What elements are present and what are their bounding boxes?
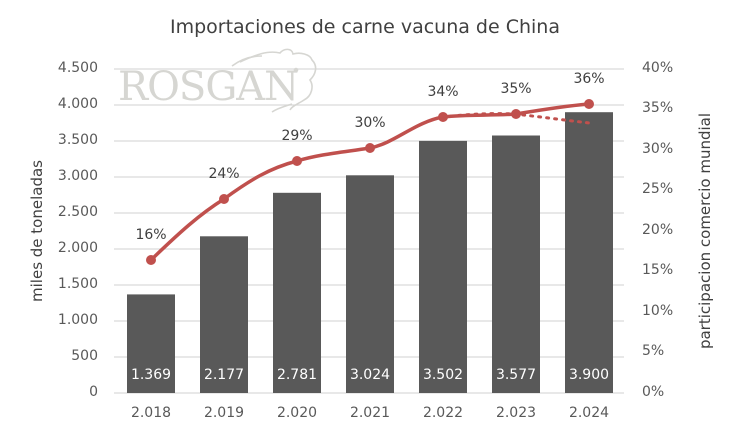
y-tick-left: 1.000 bbox=[57, 312, 98, 328]
cow-head-icon bbox=[231, 48, 317, 113]
bar-2020 bbox=[273, 192, 321, 393]
bar-2022 bbox=[419, 140, 467, 393]
y-tick-left: 3.000 bbox=[57, 168, 98, 184]
y-tick-right: 30% bbox=[642, 141, 674, 157]
bar-value-label: 3.024 bbox=[349, 367, 391, 383]
y-tick-right: 10% bbox=[642, 303, 674, 319]
y-tick-left: 3.500 bbox=[57, 132, 98, 148]
y-tick-left: 4.000 bbox=[57, 96, 98, 112]
y-axis-left-title: miles de toneladas bbox=[28, 160, 46, 302]
share-value-label: 30% bbox=[354, 115, 386, 131]
bar-series bbox=[127, 112, 613, 393]
y-tick-left: 2.000 bbox=[57, 240, 98, 256]
share-line-markers bbox=[146, 99, 594, 265]
x-tick: 2.019 bbox=[203, 405, 245, 421]
x-tick: 2.023 bbox=[495, 405, 537, 421]
bar-value-label: 3.502 bbox=[422, 367, 464, 383]
y-tick-right: 5% bbox=[642, 343, 665, 359]
x-tick: 2.024 bbox=[568, 405, 610, 421]
y-tick-right: 15% bbox=[642, 262, 674, 278]
share-value-label: 36% bbox=[573, 71, 605, 87]
bar-2023 bbox=[492, 135, 540, 393]
y-axis-right-title: participacion comercio mundial bbox=[696, 112, 714, 350]
bar-value-label: 2.177 bbox=[203, 367, 245, 383]
y-tick-left: 2.500 bbox=[57, 204, 98, 220]
x-tick: 2.018 bbox=[130, 405, 172, 421]
chart-title: Importaciones de carne vacuna de China bbox=[169, 16, 560, 38]
x-tick: 2.020 bbox=[276, 405, 318, 421]
share-value-label: 16% bbox=[135, 227, 167, 243]
rosgan-logo: ROSGAN bbox=[118, 64, 299, 110]
y-tick-left: 4.500 bbox=[57, 60, 98, 76]
x-tick: 2.021 bbox=[349, 405, 391, 421]
x-tick: 2.022 bbox=[422, 405, 464, 421]
bar-2021 bbox=[346, 175, 394, 393]
y-tick-right: 20% bbox=[642, 222, 674, 238]
share-value-label: 35% bbox=[500, 81, 532, 97]
bar-value-label: 3.577 bbox=[495, 367, 537, 383]
bar-value-label: 2.781 bbox=[276, 367, 318, 383]
bar-value-label: 1.369 bbox=[130, 367, 172, 383]
y-tick-right: 35% bbox=[642, 100, 674, 116]
bar-2019 bbox=[200, 236, 248, 393]
y-tick-right: 40% bbox=[642, 60, 674, 76]
y-tick-left: 500 bbox=[71, 348, 98, 364]
y-tick-left: 0 bbox=[89, 384, 98, 400]
y-tick-left: 1.500 bbox=[57, 276, 98, 292]
share-value-label: 24% bbox=[208, 166, 240, 182]
share-value-label: 29% bbox=[281, 128, 313, 144]
share-value-label: 34% bbox=[427, 84, 459, 100]
bar-2024 bbox=[565, 112, 613, 393]
y-tick-right: 0% bbox=[642, 384, 665, 400]
y-tick-right: 25% bbox=[642, 181, 674, 197]
bar-value-label: 3.900 bbox=[568, 367, 610, 383]
bar-2018 bbox=[127, 294, 175, 393]
